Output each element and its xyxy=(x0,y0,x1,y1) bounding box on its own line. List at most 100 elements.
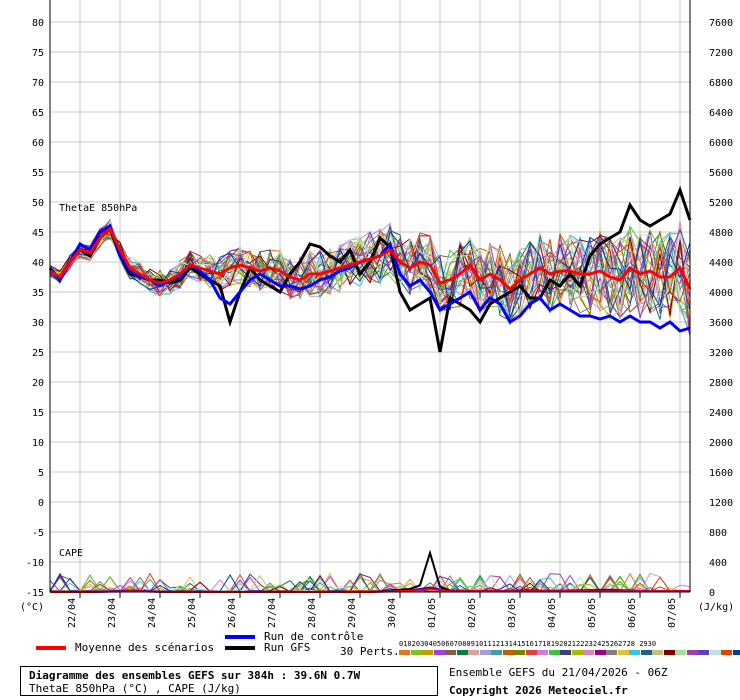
cape-panel-label: CAPE xyxy=(59,548,83,559)
perturbation-swatch xyxy=(732,650,740,655)
y-tick-label-right: 5200 xyxy=(709,198,733,209)
y-tick-label-left: -15 xyxy=(26,588,44,599)
y-tick-label-left: 15 xyxy=(32,408,44,419)
y-tick-label-right: 4400 xyxy=(709,258,733,269)
x-tick-label: 03/05 xyxy=(507,598,518,628)
x-tick-label: 24/04 xyxy=(147,598,158,628)
y-tick-label-right: 4800 xyxy=(709,228,733,239)
perturbation-swatch xyxy=(640,650,652,655)
perturbation-line xyxy=(49,223,691,319)
y-tick-label-left: 30 xyxy=(32,318,44,329)
perturbation-swatch xyxy=(445,650,456,655)
perturbation-swatch xyxy=(433,650,445,655)
perturbation-swatch xyxy=(468,650,479,655)
chart-caption-box: Diagramme des ensembles GEFS sur 384h : … xyxy=(20,666,438,696)
x-tick-label: 29/04 xyxy=(347,598,358,628)
legend-swatch-moyenne xyxy=(36,646,66,650)
perturbation-swatch xyxy=(525,650,537,655)
x-tick-label: 28/04 xyxy=(307,598,318,628)
legend: Moyenne des scénarios Run de contrôle Ru… xyxy=(0,628,740,700)
y-tick-label-left: 55 xyxy=(32,168,44,179)
x-tick-label: 06/05 xyxy=(627,598,638,628)
perturbation-swatch xyxy=(663,650,675,655)
series-line xyxy=(49,226,692,292)
y-tick-label-right: 2400 xyxy=(709,408,733,419)
x-tick-label: 04/05 xyxy=(547,598,558,628)
y-tick-label-left: 80 xyxy=(32,18,44,29)
y-tick-label-left: 20 xyxy=(32,378,44,389)
y-tick-label-right: 7200 xyxy=(709,48,733,59)
x-tick-label: 02/05 xyxy=(467,598,478,628)
y-tick-label-right: 5600 xyxy=(709,168,733,179)
y-tick-label-right: 6000 xyxy=(709,138,733,149)
x-tick-label: 01/05 xyxy=(427,598,438,628)
y-tick-label-right: 2800 xyxy=(709,378,733,389)
y-tick-label-right: 6800 xyxy=(709,78,733,89)
y-tick-label-left: 40 xyxy=(32,258,44,269)
perturbation-swatch xyxy=(583,650,594,655)
perturbation-swatch xyxy=(491,650,502,655)
perturbation-swatch xyxy=(594,650,606,655)
y-tick-label-left: 5 xyxy=(38,468,44,479)
y-tick-label-right: 4000 xyxy=(709,288,733,299)
legend-label-controle: Run de contrôle xyxy=(264,630,364,643)
y-tick-label-left: 10 xyxy=(32,438,44,449)
perturbation-swatch xyxy=(410,650,422,655)
x-tick-label: 22/04 xyxy=(67,598,78,628)
y-tick-label-right: 800 xyxy=(709,528,727,539)
perturbation-swatch xyxy=(399,650,410,655)
y-tick-label-right: 3200 xyxy=(709,348,733,359)
y-tick-label-right: 1200 xyxy=(709,498,733,509)
chart-title: Diagramme des ensembles GEFS sur 384h : … xyxy=(29,669,361,682)
y-tick-label-left: 50 xyxy=(32,198,44,209)
y-tick-label-left: 75 xyxy=(32,48,44,59)
y-tick-label-left: 45 xyxy=(32,228,44,239)
perturbation-swatch xyxy=(537,650,548,655)
y-tick-label-left: 0 xyxy=(38,498,44,509)
perturbation-cape-line xyxy=(49,576,690,593)
perturbation-swatch xyxy=(652,650,663,655)
ensemble-run-info: Ensemble GEFS du 21/04/2026 - 06Z xyxy=(449,666,668,679)
perturbation-swatch xyxy=(698,650,709,655)
y-tick-label-right: 0 xyxy=(709,588,715,599)
y-tick-label-right: 6400 xyxy=(709,108,733,119)
perturbation-swatch xyxy=(709,650,721,655)
legend-swatch-gfs xyxy=(225,646,255,650)
perturbation-line xyxy=(49,219,691,334)
chart-subtitle: ThetaE 850hPa (°C) , CAPE (J/kg) xyxy=(29,682,241,695)
perturbation-swatch xyxy=(514,650,525,655)
x-tick-label: 26/04 xyxy=(227,598,238,628)
left-axis-unit: (°C) xyxy=(20,602,44,613)
y-tick-label-left: 25 xyxy=(32,348,44,359)
legend-label-gfs: Run GFS xyxy=(264,641,311,654)
thetae-panel-label: ThetaE 850hPa xyxy=(59,203,137,214)
y-tick-label-left: 60 xyxy=(32,138,44,149)
perturbation-swatch xyxy=(686,650,698,655)
perturbation-swatch xyxy=(502,650,514,655)
y-tick-label-right: 7600 xyxy=(709,18,733,29)
perturbations-label: 30 Perts. xyxy=(340,645,400,658)
x-tick-label: 25/04 xyxy=(187,598,198,628)
x-tick-label: 30/04 xyxy=(387,598,398,628)
perturbation-swatches xyxy=(399,650,740,655)
x-tick-label: 07/05 xyxy=(667,598,678,628)
perturbation-swatch xyxy=(606,650,617,655)
y-tick-label-left: 35 xyxy=(32,288,44,299)
perturbation-swatch xyxy=(548,650,560,655)
y-tick-label-left: 70 xyxy=(32,78,44,89)
perturbation-swatch xyxy=(675,650,686,655)
y-tick-label-right: 3600 xyxy=(709,318,733,329)
perturbation-swatch xyxy=(456,650,468,655)
y-tick-label-right: 1600 xyxy=(709,468,733,479)
x-tick-label: 23/04 xyxy=(107,598,118,628)
legend-swatch-controle xyxy=(225,635,255,639)
x-tick-label: 27/04 xyxy=(267,598,278,628)
series-line xyxy=(48,185,692,353)
y-tick-label-left: -5 xyxy=(32,528,44,539)
legend-label-moyenne: Moyenne des scénarios xyxy=(75,641,215,654)
perturbation-line xyxy=(49,232,691,333)
perturbation-swatch xyxy=(629,650,640,655)
perturbation-swatch xyxy=(479,650,491,655)
